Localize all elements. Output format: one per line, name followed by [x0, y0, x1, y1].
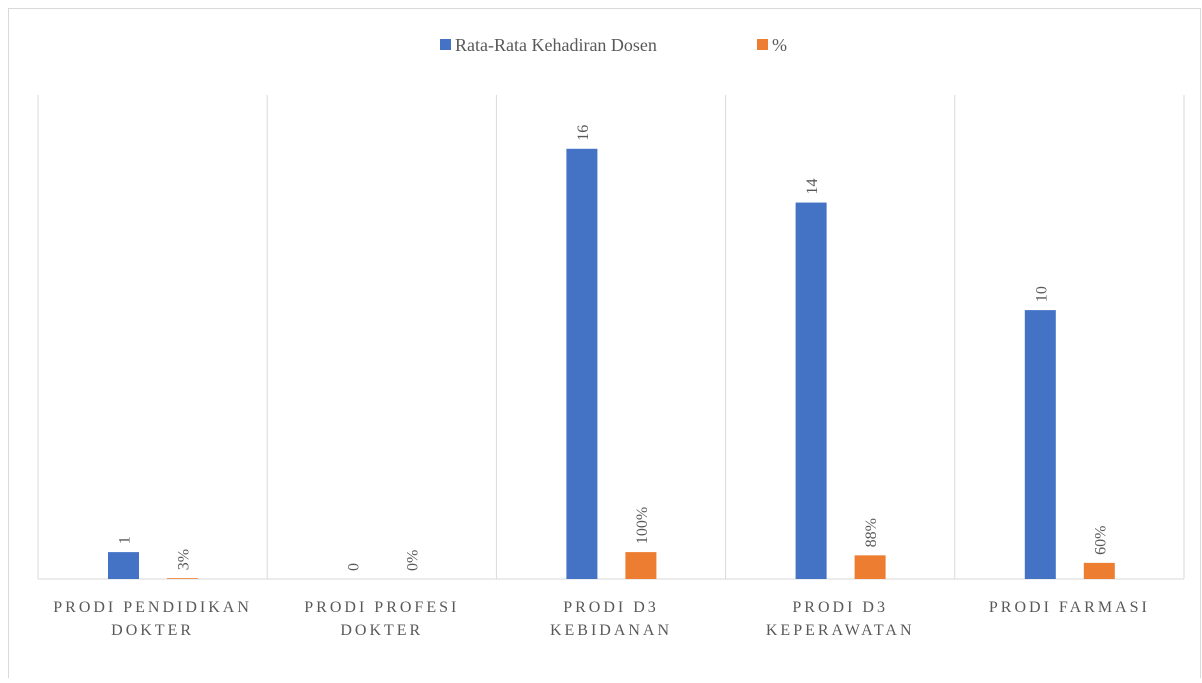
bar — [854, 555, 886, 579]
legend-swatch — [440, 39, 451, 50]
data-label: 0 — [346, 563, 363, 571]
bar — [566, 148, 598, 579]
legend-swatch — [757, 39, 768, 50]
data-label: 16 — [575, 125, 592, 141]
x-tick-label: PRODI PROFESI DOKTER — [304, 599, 460, 639]
data-label: 3% — [176, 549, 193, 570]
bar — [795, 202, 827, 580]
data-label: 10 — [1033, 286, 1050, 302]
data-label: 0% — [405, 550, 422, 571]
bar — [108, 552, 139, 579]
bar — [625, 552, 657, 579]
bar — [167, 578, 198, 579]
x-tick-label: PRODI D3 KEBIDANAN — [549, 599, 673, 639]
legend-label: % — [772, 35, 787, 55]
bar — [1083, 562, 1115, 579]
bar — [1024, 310, 1056, 579]
x-tick-label: PRODI D3 KEPERAWATAN — [765, 599, 915, 639]
data-label: 1 — [117, 536, 134, 544]
x-tick-label: PRODI PENDIDIKAN DOKTER — [53, 599, 252, 639]
x-tick-label: PRODI FARMASI — [988, 599, 1150, 616]
chart-border — [8, 8, 1201, 683]
data-label: 60% — [1092, 526, 1109, 555]
legend-label: Rata-Rata Kehadiran Dosen — [455, 35, 657, 55]
data-label: 100% — [634, 507, 651, 544]
data-label: 14 — [804, 179, 821, 195]
data-label: 88% — [863, 518, 880, 547]
